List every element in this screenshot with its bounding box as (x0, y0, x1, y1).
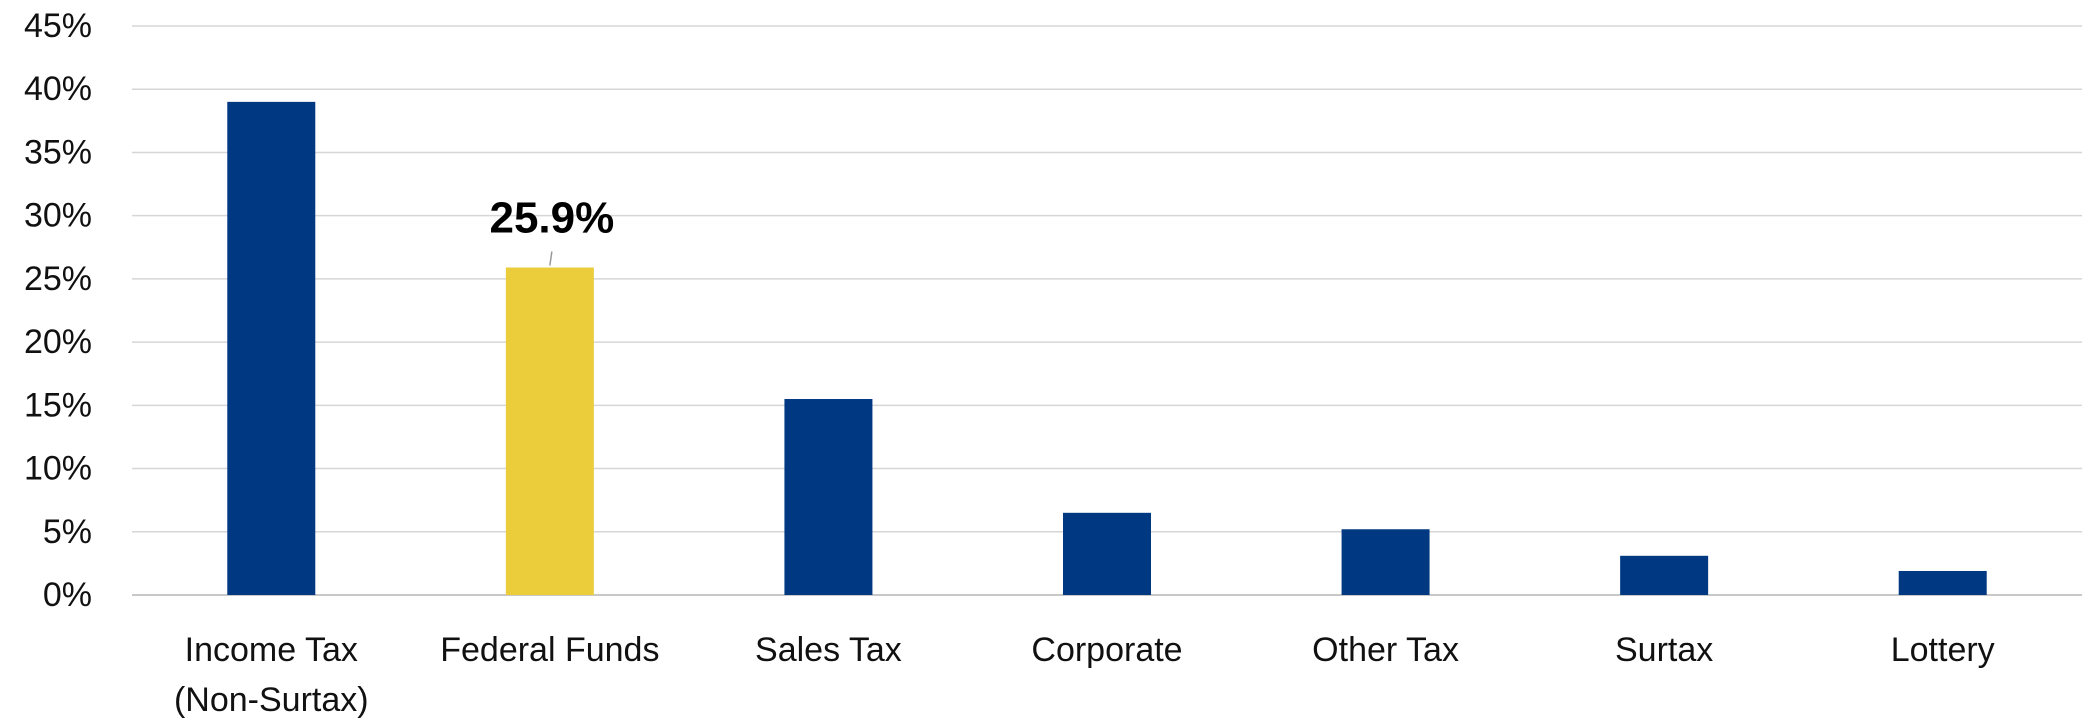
y-tick-label: 40% (24, 70, 92, 108)
y-tick-label: 0% (43, 576, 92, 614)
bar-6 (1620, 555, 1709, 595)
x-tick-label: Surtax (1615, 631, 1713, 669)
bar-1 (227, 101, 316, 595)
y-axis-tick-labels: 0% 5% 10% 15% 20% 25% 30% 35% 40% 45% (24, 7, 92, 614)
bar-4 (1063, 512, 1151, 595)
x-tick-label-line: Federal Funds (440, 631, 659, 669)
x-tick-label: Income Tax (Non-Surtax) (174, 631, 369, 719)
gridlines (132, 25, 2082, 596)
y-tick-label: 25% (24, 260, 92, 298)
y-tick-label: 20% (24, 323, 92, 361)
y-tick-label: 30% (24, 197, 92, 235)
x-tick-label-line: Other Tax (1312, 631, 1459, 669)
x-tick-label: Sales Tax (755, 631, 902, 669)
x-axis-tick-labels: Income Tax (Non-Surtax) Federal Funds Sales… (174, 631, 1995, 719)
x-tick-label-line: Surtax (1615, 631, 1713, 669)
x-tick-label: Corporate (1031, 631, 1182, 669)
data-label-leader-line (549, 251, 553, 266)
x-tick-label-line: Lottery (1891, 631, 1995, 669)
bar-2 (505, 267, 594, 595)
bar-3 (784, 399, 873, 595)
y-tick-label: 45% (24, 7, 92, 45)
bar-7 (1898, 570, 1987, 595)
x-tick-label: Lottery (1891, 631, 1995, 669)
data-labels: 25.9% (489, 194, 614, 266)
x-tick-label: Other Tax (1312, 631, 1459, 669)
y-tick-label: 15% (24, 386, 92, 424)
y-tick-label: 5% (43, 513, 92, 551)
x-tick-label-line: Sales Tax (755, 631, 902, 669)
x-tick-label-line: Income Tax (185, 631, 358, 669)
x-tick-label-line: Corporate (1031, 631, 1182, 669)
y-tick-label: 35% (24, 133, 92, 171)
x-tick-label: Federal Funds (440, 631, 659, 669)
x-tick-label-line: (Non-Surtax) (174, 681, 369, 719)
data-label: 25.9% (489, 194, 614, 243)
bar-5 (1341, 529, 1430, 595)
y-tick-label: 10% (24, 450, 92, 488)
bars (227, 101, 1987, 595)
